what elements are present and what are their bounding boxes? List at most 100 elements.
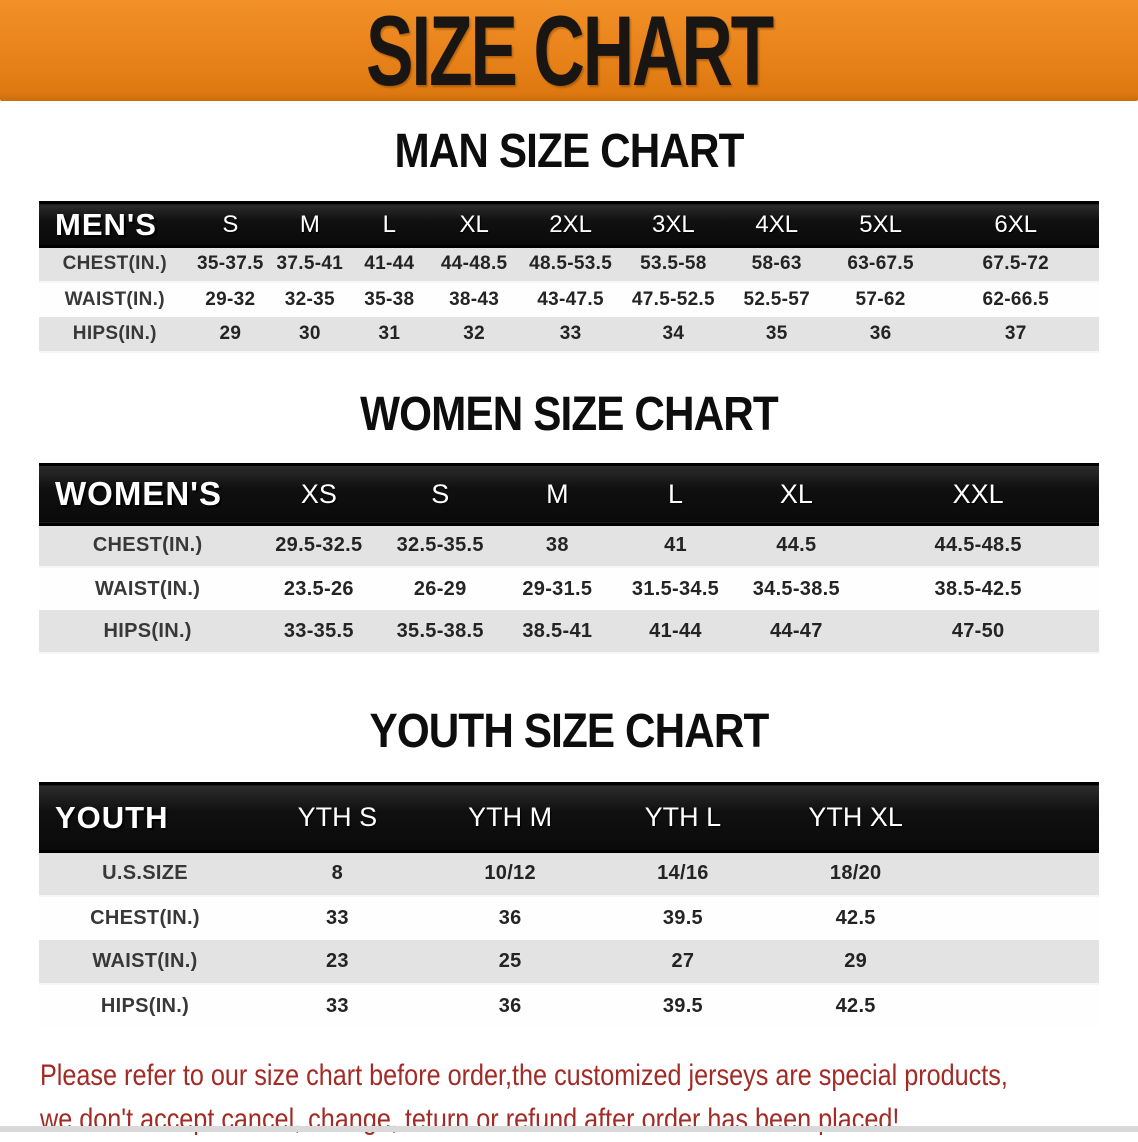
size-value: 44.5-48.5 — [857, 524, 1099, 568]
row-label: WAIST(IN.) — [39, 281, 191, 317]
size-value: 67.5-72 — [932, 246, 1099, 283]
column-header: 6XL — [932, 201, 1099, 248]
size-value: 48.5-53.5 — [519, 246, 622, 283]
size-value: 37 — [932, 316, 1099, 353]
women-section-title: WOMEN SIZE CHART — [360, 387, 779, 441]
size-value: 33-35.5 — [256, 610, 382, 654]
column-header: YTH S — [251, 782, 424, 853]
size-value: 29.5-32.5 — [256, 524, 382, 568]
size-value: 33 — [251, 895, 424, 940]
size-value: 10/12 — [423, 851, 597, 897]
size-value-spacer — [942, 983, 1099, 1028]
size-value: 38 — [499, 524, 616, 568]
size-value: 38.5-41 — [499, 610, 616, 654]
column-header: YTH XL — [769, 782, 943, 853]
women-size-table: WOMEN'S XS S M L XL XXL CHEST(IN.) 29.5-32.5 32.5… — [39, 462, 1099, 654]
size-value: 33 — [251, 983, 424, 1028]
size-value: 26-29 — [381, 567, 500, 610]
size-value: 23.5-26 — [256, 567, 382, 610]
table-row: WAIST(IN.) 23.5-26 26-29 29-31.5 31.5-34.5 34… — [39, 567, 1099, 610]
size-value: 36 — [423, 983, 597, 1028]
size-value: 63-67.5 — [828, 246, 933, 283]
disclaimer-line-2: we don't accept cancel, change, teturn o… — [40, 1102, 900, 1136]
size-value: 44-47 — [735, 610, 858, 654]
size-value: 37.5-41 — [270, 246, 350, 283]
youth-size-table: YOUTH YTH S YTH M YTH L YTH XL U.S.SIZE 8 10/12… — [39, 782, 1099, 1028]
table-row: HIPS(IN.) 29 30 31 32 33 34 35 36 37 — [39, 316, 1099, 353]
table-row: CHEST(IN.) 35-37.5 37.5-41 41-44 44-48.5 48.5… — [39, 246, 1099, 283]
size-value: 29-32 — [190, 281, 271, 317]
column-header: XXL — [857, 462, 1099, 526]
column-header: S — [190, 201, 271, 248]
column-header: S — [381, 462, 500, 526]
size-value: 35.5-38.5 — [381, 610, 500, 654]
size-value: 29-31.5 — [499, 567, 616, 610]
column-header: M — [499, 462, 616, 526]
size-value: 34.5-38.5 — [735, 567, 858, 610]
size-value-spacer — [942, 895, 1099, 940]
column-header: M — [270, 201, 350, 248]
row-label: HIPS(IN.) — [39, 983, 251, 1028]
size-value: 44.5 — [735, 524, 858, 568]
image-bottom-edge — [0, 1126, 1138, 1132]
size-value: 38-43 — [429, 281, 520, 317]
size-value: 57-62 — [828, 281, 933, 317]
size-value: 44-48.5 — [429, 246, 520, 283]
column-header: YTH M — [423, 782, 597, 853]
size-value: 32 — [429, 316, 520, 353]
size-value: 32-35 — [270, 281, 350, 317]
disclaimer-line-1: Please refer to our size chart before or… — [40, 1058, 1008, 1092]
size-value: 35 — [724, 316, 829, 353]
table-row: HIPS(IN.) 33-35.5 35.5-38.5 38.5-41 41-44 44-… — [39, 610, 1099, 654]
column-header: XL — [429, 201, 520, 248]
table-row: CHEST(IN.) 29.5-32.5 32.5-35.5 38 41 44.5 44.5… — [39, 524, 1099, 568]
men-section: MAN SIZE CHART MEN'S S M L XL 2XL 3XL 4XL 5XL 6XL… — [0, 128, 1138, 353]
size-value: 30 — [270, 316, 350, 353]
size-value: 58-63 — [724, 246, 829, 283]
table-header-label: MEN'S — [39, 201, 191, 248]
size-value: 25 — [423, 939, 597, 985]
youth-section-title: YOUTH SIZE CHART — [369, 705, 770, 758]
row-label: WAIST(IN.) — [39, 939, 251, 985]
disclaimer: Please refer to our size chart before or… — [40, 1054, 1138, 1142]
column-header: XL — [735, 462, 858, 526]
column-header: L — [349, 201, 430, 248]
size-value: 34 — [621, 316, 725, 353]
column-header: L — [615, 462, 736, 526]
size-value: 23 — [251, 939, 424, 985]
women-section: WOMEN SIZE CHART WOMEN'S XS S M L XL XXL CHEST(… — [0, 387, 1138, 654]
column-header: 2XL — [519, 201, 622, 248]
size-value: 33 — [519, 316, 622, 353]
row-label: U.S.SIZE — [39, 851, 251, 897]
size-value: 39.5 — [596, 983, 770, 1028]
column-header-spacer — [942, 782, 1099, 853]
column-header: XS — [256, 462, 382, 526]
size-table: MEN'S S M L XL 2XL 3XL 4XL 5XL 6XL CHEST(IN.) 35-37… — [39, 201, 1099, 353]
size-value: 36 — [828, 316, 933, 353]
banner: SIZE CHART — [0, 0, 1138, 101]
size-value: 38.5-42.5 — [857, 567, 1099, 610]
size-value: 52.5-57 — [724, 281, 829, 317]
size-value: 42.5 — [769, 983, 943, 1028]
size-value: 39.5 — [596, 895, 770, 940]
size-value: 41-44 — [615, 610, 736, 654]
table-row: WAIST(IN.) 23 25 27 29 — [39, 939, 1099, 985]
column-header: 4XL — [724, 201, 829, 248]
men-size-table: MEN'S S M L XL 2XL 3XL 4XL 5XL 6XL CHEST(IN.) 35-37… — [39, 201, 1099, 353]
size-value: 42.5 — [769, 895, 943, 940]
table-header-label: YOUTH — [39, 782, 251, 853]
table-row: U.S.SIZE 8 10/12 14/16 18/20 — [39, 851, 1099, 897]
youth-section: YOUTH SIZE CHART YOUTH YTH S YTH M YTH L YTH… — [0, 708, 1138, 1028]
row-label: CHEST(IN.) — [39, 246, 191, 283]
size-value: 14/16 — [596, 851, 770, 897]
table-row: CHEST(IN.) 33 36 39.5 42.5 — [39, 895, 1099, 940]
size-value: 35-38 — [349, 281, 430, 317]
row-label: HIPS(IN.) — [39, 610, 257, 654]
size-table: WOMEN'S XS S M L XL XXL CHEST(IN.) 29.5-32.5 32.5… — [39, 462, 1099, 654]
size-value: 32.5-35.5 — [381, 524, 500, 568]
size-value: 41 — [615, 524, 736, 568]
size-value: 43-47.5 — [519, 281, 622, 317]
size-value: 31.5-34.5 — [615, 567, 736, 610]
size-value: 47.5-52.5 — [621, 281, 725, 317]
column-header: 5XL — [828, 201, 933, 248]
